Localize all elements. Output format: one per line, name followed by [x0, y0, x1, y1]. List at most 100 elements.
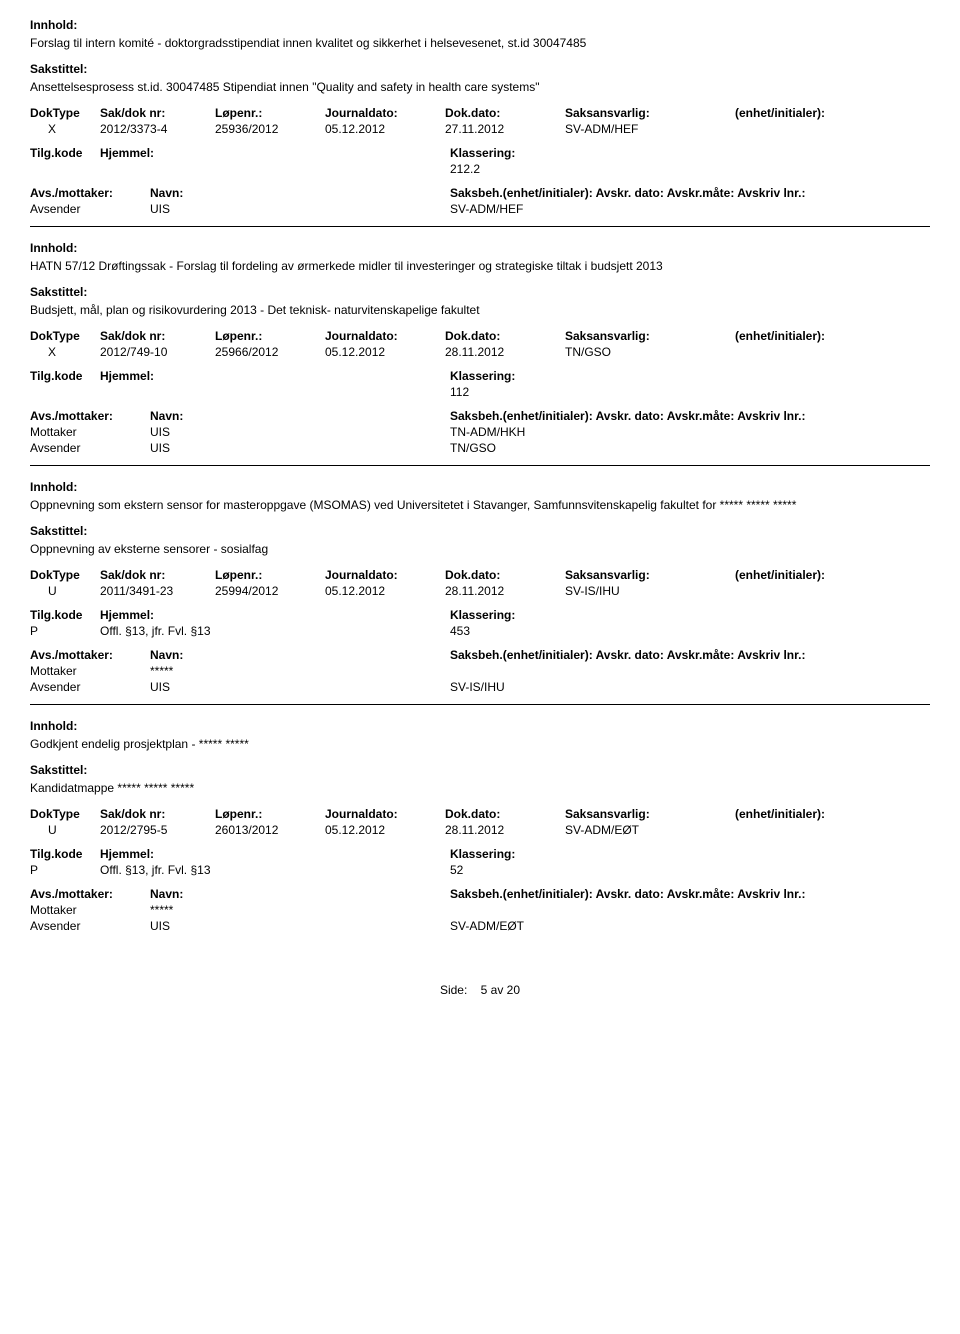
- sakstittel-label: Sakstittel:: [30, 285, 930, 299]
- innhold-label: Innhold:: [30, 480, 930, 494]
- col-enhet: (enhet/initialer):: [735, 329, 875, 343]
- sakstittel-text: Budsjett, mål, plan og risikovurdering 2…: [30, 303, 930, 317]
- sakstittel-label: Sakstittel:: [30, 62, 930, 76]
- val-dokdato: 28.11.2012: [445, 584, 565, 598]
- col-lopenr: Løpenr.:: [215, 106, 325, 120]
- party-role: Mottaker: [30, 425, 150, 439]
- tilg-hjemmel-value: POffl. §13, jfr. Fvl. §13: [30, 863, 450, 877]
- innhold-label: Innhold:: [30, 719, 930, 733]
- party-name: UIS: [150, 425, 450, 439]
- hjemmel-label: Hjemmel:: [100, 369, 450, 383]
- val-journaldato: 05.12.2012: [325, 345, 445, 359]
- party-header-row: Avs./mottaker: Navn: Saksbeh.(enhet/init…: [30, 887, 930, 901]
- val-saksansvarlig: SV-ADM/EØT: [565, 823, 735, 837]
- hjemmel-label: Hjemmel:: [100, 847, 450, 861]
- val-dokdato: 27.11.2012: [445, 122, 565, 136]
- col-sakdok: Sak/dok nr:: [100, 807, 215, 821]
- val-lopenr: 25936/2012: [215, 122, 325, 136]
- page-footer: Side: 5 av 20: [30, 983, 930, 997]
- val-doktype: X: [30, 122, 100, 136]
- party-row: Avsender UIS TN/GSO: [30, 441, 930, 455]
- party-role: Mottaker: [30, 903, 150, 917]
- col-saksansvarlig: Saksansvarlig:: [565, 329, 735, 343]
- tilgkode-label: Tilg.kode: [30, 369, 100, 383]
- avsmottaker-label: Avs./mottaker:: [30, 887, 150, 901]
- col-doktype: DokType: [30, 568, 100, 582]
- klassering-value: 212.2: [450, 162, 480, 176]
- columns-header: DokType Sak/dok nr: Løpenr.: Journaldato…: [30, 807, 930, 821]
- party-code: TN/GSO: [450, 441, 496, 455]
- party-name: UIS: [150, 441, 450, 455]
- saksbeh-label: Saksbeh.(enhet/initialer): Avskr. dato: …: [450, 887, 805, 901]
- party-name: *****: [150, 903, 450, 917]
- party-row: Mottaker *****: [30, 664, 930, 678]
- entry-separator: [30, 226, 930, 227]
- col-sakdok: Sak/dok nr:: [100, 568, 215, 582]
- val-lopenr: 25994/2012: [215, 584, 325, 598]
- tilgkode-label: Tilg.kode: [30, 146, 100, 160]
- tilg-data-row: 112: [30, 385, 930, 399]
- val-doktype: X: [30, 345, 100, 359]
- val-sakdok: 2012/3373-4: [100, 122, 215, 136]
- party-row: Mottaker UIS TN-ADM/HKH: [30, 425, 930, 439]
- col-lopenr: Løpenr.:: [215, 568, 325, 582]
- hjemmel-label: Hjemmel:: [100, 608, 450, 622]
- klassering-label: Klassering:: [450, 847, 515, 861]
- col-sakdok: Sak/dok nr:: [100, 106, 215, 120]
- party-name: UIS: [150, 680, 450, 694]
- col-dokdato: Dok.dato:: [445, 568, 565, 582]
- party-name: UIS: [150, 202, 450, 216]
- party-header-row: Avs./mottaker: Navn: Saksbeh.(enhet/init…: [30, 186, 930, 200]
- avsmottaker-label: Avs./mottaker:: [30, 409, 150, 423]
- columns-header: DokType Sak/dok nr: Løpenr.: Journaldato…: [30, 568, 930, 582]
- col-lopenr: Løpenr.:: [215, 807, 325, 821]
- col-dokdato: Dok.dato:: [445, 807, 565, 821]
- party-code: SV-ADM/EØT: [450, 919, 524, 933]
- innhold-text: Oppnevning som ekstern sensor for master…: [30, 498, 930, 512]
- val-lopenr: 25966/2012: [215, 345, 325, 359]
- col-journaldato: Journaldato:: [325, 807, 445, 821]
- columns-data: X 2012/749-10 25966/2012 05.12.2012 28.1…: [30, 345, 930, 359]
- tilg-header-row: Tilg.kode Hjemmel: Klassering:: [30, 847, 930, 861]
- val-journaldato: 05.12.2012: [325, 122, 445, 136]
- columns-header: DokType Sak/dok nr: Løpenr.: Journaldato…: [30, 106, 930, 120]
- klassering-label: Klassering:: [450, 608, 515, 622]
- tilg-data-row: POffl. §13, jfr. Fvl. §13 52: [30, 863, 930, 877]
- sakstittel-text: Oppnevning av eksterne sensorer - sosial…: [30, 542, 930, 556]
- journal-entry: Innhold: Oppnevning som ekstern sensor f…: [30, 480, 930, 694]
- columns-data: X 2012/3373-4 25936/2012 05.12.2012 27.1…: [30, 122, 930, 136]
- col-enhet: (enhet/initialer):: [735, 106, 875, 120]
- col-saksansvarlig: Saksansvarlig:: [565, 106, 735, 120]
- columns-data: U 2011/3491-23 25994/2012 05.12.2012 28.…: [30, 584, 930, 598]
- val-saksansvarlig: SV-IS/IHU: [565, 584, 735, 598]
- val-saksansvarlig: SV-ADM/HEF: [565, 122, 735, 136]
- val-journaldato: 05.12.2012: [325, 823, 445, 837]
- col-dokdato: Dok.dato:: [445, 329, 565, 343]
- klassering-label: Klassering:: [450, 369, 515, 383]
- col-enhet: (enhet/initialer):: [735, 568, 875, 582]
- party-role: Avsender: [30, 680, 150, 694]
- navn-label: Navn:: [150, 648, 450, 662]
- hjemmel-label: Hjemmel:: [100, 146, 450, 160]
- party-role: Avsender: [30, 202, 150, 216]
- entry-separator: [30, 704, 930, 705]
- columns-data: U 2012/2795-5 26013/2012 05.12.2012 28.1…: [30, 823, 930, 837]
- tilg-hjemmel-value: [30, 162, 450, 176]
- val-sakdok: 2012/2795-5: [100, 823, 215, 837]
- col-sakdok: Sak/dok nr:: [100, 329, 215, 343]
- col-enhet: (enhet/initialer):: [735, 807, 875, 821]
- innhold-text: Forslag til intern komité - doktorgradss…: [30, 36, 930, 50]
- sakstittel-label: Sakstittel:: [30, 763, 930, 777]
- klassering-value: 112: [450, 385, 469, 399]
- tilg-data-row: 212.2: [30, 162, 930, 176]
- entry-separator: [30, 465, 930, 466]
- col-journaldato: Journaldato:: [325, 106, 445, 120]
- avsmottaker-label: Avs./mottaker:: [30, 648, 150, 662]
- val-doktype: U: [30, 823, 100, 837]
- navn-label: Navn:: [150, 409, 450, 423]
- saksbeh-label: Saksbeh.(enhet/initialer): Avskr. dato: …: [450, 409, 805, 423]
- party-row: Mottaker *****: [30, 903, 930, 917]
- innhold-label: Innhold:: [30, 241, 930, 255]
- tilg-header-row: Tilg.kode Hjemmel: Klassering:: [30, 369, 930, 383]
- journal-entry: Innhold: HATN 57/12 Drøftingssak - Forsl…: [30, 241, 930, 455]
